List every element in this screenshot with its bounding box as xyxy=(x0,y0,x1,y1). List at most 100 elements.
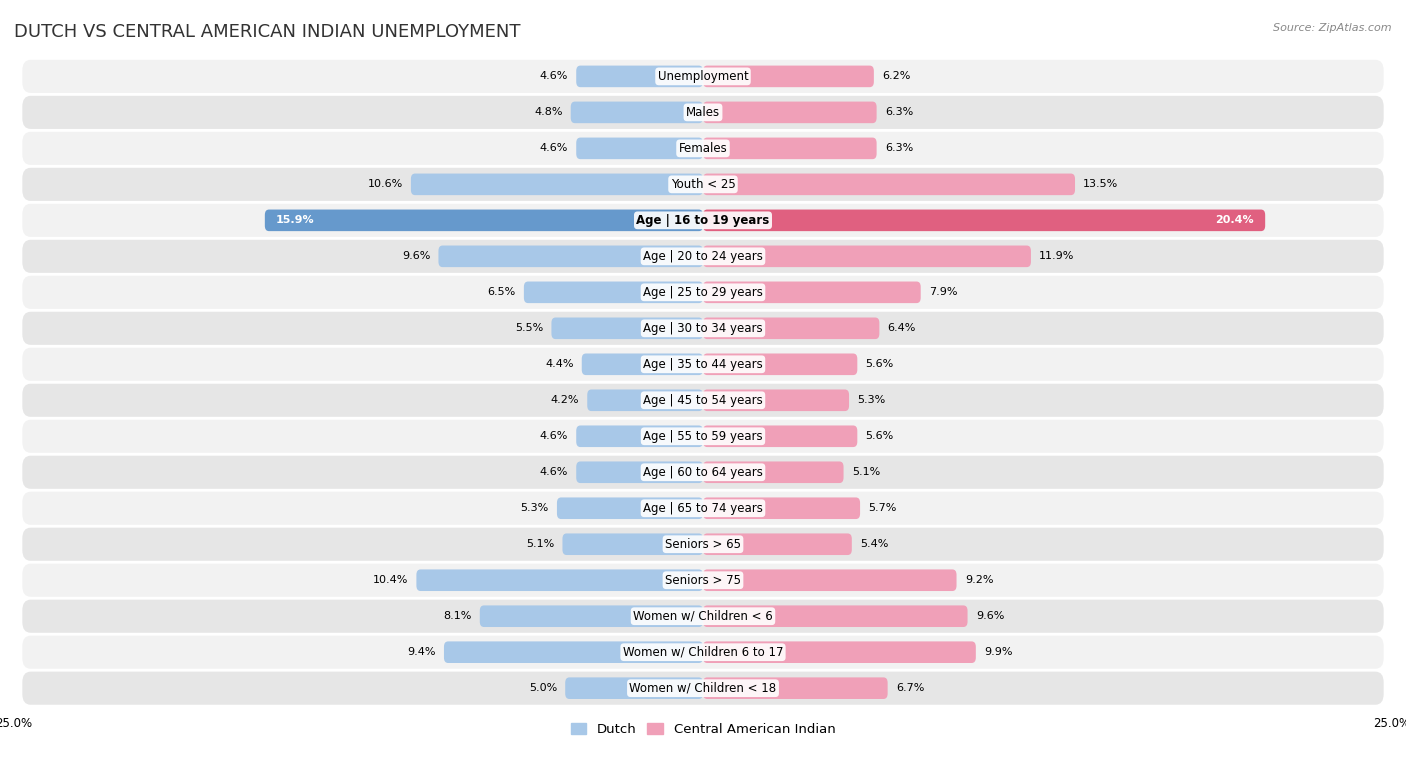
FancyBboxPatch shape xyxy=(703,354,858,375)
FancyBboxPatch shape xyxy=(703,390,849,411)
FancyBboxPatch shape xyxy=(524,282,703,303)
Text: 6.3%: 6.3% xyxy=(884,107,912,117)
FancyBboxPatch shape xyxy=(479,606,703,627)
Text: DUTCH VS CENTRAL AMERICAN INDIAN UNEMPLOYMENT: DUTCH VS CENTRAL AMERICAN INDIAN UNEMPLO… xyxy=(14,23,520,41)
Text: 15.9%: 15.9% xyxy=(276,215,315,226)
Text: 4.2%: 4.2% xyxy=(551,395,579,405)
FancyBboxPatch shape xyxy=(22,96,1384,129)
FancyBboxPatch shape xyxy=(703,282,921,303)
Text: Age | 55 to 59 years: Age | 55 to 59 years xyxy=(643,430,763,443)
Text: Age | 25 to 29 years: Age | 25 to 29 years xyxy=(643,286,763,299)
Text: 9.4%: 9.4% xyxy=(408,647,436,657)
FancyBboxPatch shape xyxy=(703,641,976,663)
FancyBboxPatch shape xyxy=(703,210,1265,231)
Text: 9.6%: 9.6% xyxy=(402,251,430,261)
Text: 6.3%: 6.3% xyxy=(884,143,912,154)
FancyBboxPatch shape xyxy=(703,173,1076,195)
FancyBboxPatch shape xyxy=(703,534,852,555)
FancyBboxPatch shape xyxy=(703,245,1031,267)
FancyBboxPatch shape xyxy=(576,425,703,447)
Text: Age | 45 to 54 years: Age | 45 to 54 years xyxy=(643,394,763,407)
Text: 20.4%: 20.4% xyxy=(1216,215,1254,226)
FancyBboxPatch shape xyxy=(703,462,844,483)
FancyBboxPatch shape xyxy=(571,101,703,123)
Text: 4.8%: 4.8% xyxy=(534,107,562,117)
FancyBboxPatch shape xyxy=(703,569,956,591)
FancyBboxPatch shape xyxy=(22,492,1384,525)
Text: Males: Males xyxy=(686,106,720,119)
Text: 6.2%: 6.2% xyxy=(882,71,911,82)
FancyBboxPatch shape xyxy=(22,347,1384,381)
Text: 5.1%: 5.1% xyxy=(526,539,554,550)
FancyBboxPatch shape xyxy=(576,462,703,483)
Text: 8.1%: 8.1% xyxy=(443,611,471,621)
FancyBboxPatch shape xyxy=(703,606,967,627)
FancyBboxPatch shape xyxy=(703,497,860,519)
FancyBboxPatch shape xyxy=(551,317,703,339)
FancyBboxPatch shape xyxy=(576,138,703,159)
FancyBboxPatch shape xyxy=(22,168,1384,201)
Text: 5.7%: 5.7% xyxy=(869,503,897,513)
FancyBboxPatch shape xyxy=(22,276,1384,309)
Text: 10.4%: 10.4% xyxy=(373,575,408,585)
FancyBboxPatch shape xyxy=(22,60,1384,93)
FancyBboxPatch shape xyxy=(703,138,876,159)
Text: Age | 60 to 64 years: Age | 60 to 64 years xyxy=(643,466,763,478)
FancyBboxPatch shape xyxy=(703,317,879,339)
Text: Age | 65 to 74 years: Age | 65 to 74 years xyxy=(643,502,763,515)
Text: 9.9%: 9.9% xyxy=(984,647,1012,657)
Text: Women w/ Children < 18: Women w/ Children < 18 xyxy=(630,682,776,695)
FancyBboxPatch shape xyxy=(22,312,1384,345)
FancyBboxPatch shape xyxy=(22,671,1384,705)
FancyBboxPatch shape xyxy=(22,204,1384,237)
Text: Seniors > 75: Seniors > 75 xyxy=(665,574,741,587)
FancyBboxPatch shape xyxy=(416,569,703,591)
FancyBboxPatch shape xyxy=(588,390,703,411)
Text: 5.3%: 5.3% xyxy=(858,395,886,405)
Text: Age | 30 to 34 years: Age | 30 to 34 years xyxy=(643,322,763,335)
FancyBboxPatch shape xyxy=(703,101,876,123)
Text: Youth < 25: Youth < 25 xyxy=(671,178,735,191)
FancyBboxPatch shape xyxy=(22,419,1384,453)
Text: 4.6%: 4.6% xyxy=(540,467,568,477)
Text: 11.9%: 11.9% xyxy=(1039,251,1074,261)
FancyBboxPatch shape xyxy=(582,354,703,375)
Text: 5.6%: 5.6% xyxy=(866,360,894,369)
FancyBboxPatch shape xyxy=(22,384,1384,417)
Text: 7.9%: 7.9% xyxy=(929,288,957,298)
Text: Age | 35 to 44 years: Age | 35 to 44 years xyxy=(643,358,763,371)
FancyBboxPatch shape xyxy=(22,240,1384,273)
Text: Females: Females xyxy=(679,142,727,155)
FancyBboxPatch shape xyxy=(411,173,703,195)
FancyBboxPatch shape xyxy=(444,641,703,663)
Text: 5.6%: 5.6% xyxy=(866,431,894,441)
Text: 6.7%: 6.7% xyxy=(896,683,924,693)
Text: 9.6%: 9.6% xyxy=(976,611,1004,621)
Text: 9.2%: 9.2% xyxy=(965,575,993,585)
Text: 13.5%: 13.5% xyxy=(1083,179,1119,189)
Text: Source: ZipAtlas.com: Source: ZipAtlas.com xyxy=(1274,23,1392,33)
Text: Age | 20 to 24 years: Age | 20 to 24 years xyxy=(643,250,763,263)
Text: 5.4%: 5.4% xyxy=(860,539,889,550)
Text: 5.5%: 5.5% xyxy=(515,323,543,333)
FancyBboxPatch shape xyxy=(703,678,887,699)
Text: Seniors > 65: Seniors > 65 xyxy=(665,537,741,551)
FancyBboxPatch shape xyxy=(703,66,875,87)
FancyBboxPatch shape xyxy=(264,210,703,231)
Text: 6.5%: 6.5% xyxy=(488,288,516,298)
Text: Unemployment: Unemployment xyxy=(658,70,748,83)
FancyBboxPatch shape xyxy=(22,600,1384,633)
Text: 5.0%: 5.0% xyxy=(529,683,557,693)
Text: 4.6%: 4.6% xyxy=(540,143,568,154)
Text: 5.3%: 5.3% xyxy=(520,503,548,513)
Text: Women w/ Children < 6: Women w/ Children < 6 xyxy=(633,609,773,623)
Text: 4.6%: 4.6% xyxy=(540,71,568,82)
FancyBboxPatch shape xyxy=(22,456,1384,489)
FancyBboxPatch shape xyxy=(576,66,703,87)
FancyBboxPatch shape xyxy=(557,497,703,519)
Text: Women w/ Children 6 to 17: Women w/ Children 6 to 17 xyxy=(623,646,783,659)
FancyBboxPatch shape xyxy=(565,678,703,699)
Text: 6.4%: 6.4% xyxy=(887,323,917,333)
FancyBboxPatch shape xyxy=(22,636,1384,668)
Text: 5.1%: 5.1% xyxy=(852,467,880,477)
